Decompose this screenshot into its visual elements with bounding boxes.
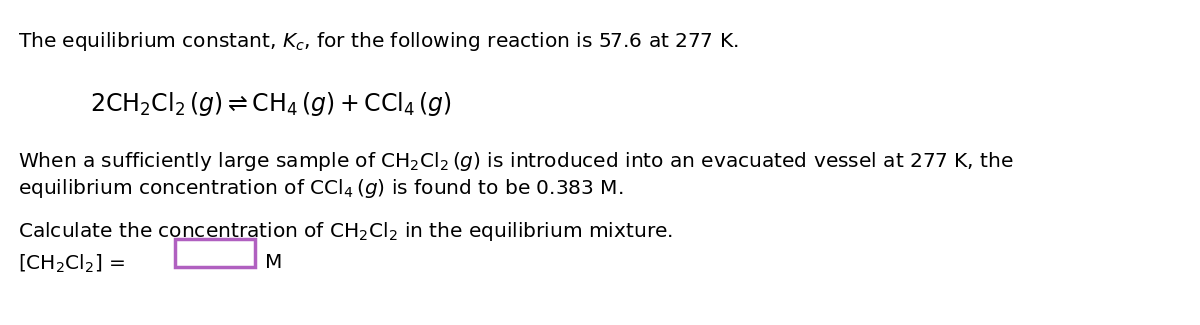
Text: $[\mathrm{CH_2Cl_2}]$ =: $[\mathrm{CH_2Cl_2}]$ = xyxy=(18,253,125,275)
Text: $2\mathrm{CH_2Cl_2}\,(g) \rightleftharpoons \mathrm{CH_4}\,(g) + \mathrm{CCl_4}\: $2\mathrm{CH_2Cl_2}\,(g) \rightleftharpo… xyxy=(90,90,451,118)
Text: equilibrium concentration of $\mathrm{CCl_4}\,(g)$ is found to be 0.383 M.: equilibrium concentration of $\mathrm{CC… xyxy=(18,177,624,200)
FancyBboxPatch shape xyxy=(175,239,256,267)
Text: M: M xyxy=(265,253,282,272)
Text: When a sufficiently large sample of $\mathrm{CH_2Cl_2}\,(g)$ is introduced into : When a sufficiently large sample of $\ma… xyxy=(18,150,1014,173)
Text: The equilibrium constant, $K_c$, for the following reaction is 57.6 at 277 K.: The equilibrium constant, $K_c$, for the… xyxy=(18,30,738,53)
Text: Calculate the concentration of $\mathrm{CH_2Cl_2}$ in the equilibrium mixture.: Calculate the concentration of $\mathrm{… xyxy=(18,220,673,243)
